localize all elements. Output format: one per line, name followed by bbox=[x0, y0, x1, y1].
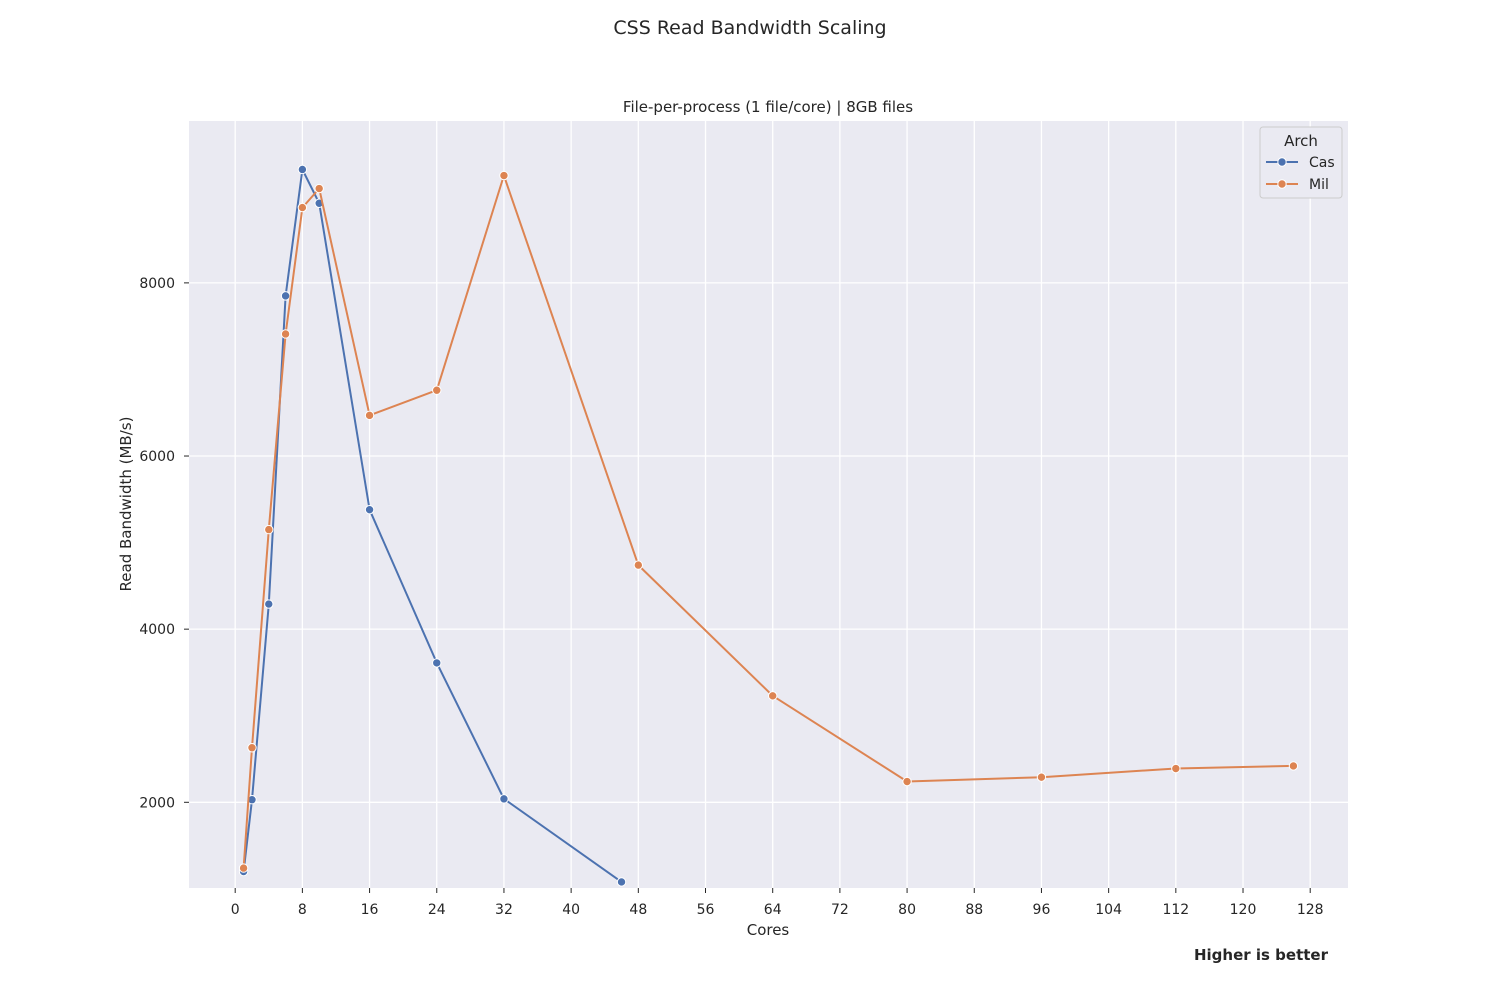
legend-marker bbox=[1277, 179, 1287, 189]
x-tick-label: 48 bbox=[629, 902, 647, 918]
data-point-mil bbox=[314, 183, 324, 194]
data-point-mil bbox=[264, 524, 274, 535]
data-point-mil bbox=[280, 329, 291, 339]
data-point-mil bbox=[432, 385, 442, 395]
data-point-mil bbox=[1036, 772, 1047, 782]
legend-entries: Cas Mil bbox=[1266, 155, 1335, 193]
data-point-mil bbox=[1288, 761, 1299, 771]
data-point-mil bbox=[767, 691, 778, 701]
x-tick-label: 104 bbox=[1095, 902, 1122, 918]
plot-title: File-per-process (1 file/core) | 8GB fil… bbox=[623, 98, 913, 116]
x-axis-ticks: 0 8 16 24 32 40 48 56 64 72 80 88 96 104 112 120 128 bbox=[231, 888, 1324, 918]
data-point-mil bbox=[297, 202, 308, 213]
x-tick-label: 80 bbox=[898, 902, 916, 918]
y-tick-label: 8000 bbox=[139, 276, 175, 292]
legend-entry-mil: Mil bbox=[1266, 177, 1329, 193]
legend-entry-cas: Cas bbox=[1266, 155, 1335, 171]
x-tick-label: 112 bbox=[1162, 902, 1189, 918]
grid bbox=[189, 121, 1348, 888]
footnote: Higher is better bbox=[1194, 946, 1329, 964]
y-tick-label: 6000 bbox=[139, 449, 175, 465]
legend: Arch Cas Mil bbox=[1259, 126, 1343, 199]
x-tick-label: 0 bbox=[231, 902, 240, 918]
x-tick-label: 128 bbox=[1297, 902, 1324, 918]
x-tick-label: 88 bbox=[965, 902, 983, 918]
legend-marker bbox=[1277, 157, 1287, 167]
x-tick-label: 72 bbox=[831, 902, 849, 918]
x-tick-label: 64 bbox=[764, 902, 782, 918]
series-layer bbox=[238, 164, 1299, 887]
data-point-mil bbox=[633, 560, 644, 570]
data-point-cas bbox=[264, 599, 274, 609]
data-point-mil bbox=[247, 743, 257, 753]
legend-title: Arch bbox=[1284, 132, 1318, 150]
y-tick-label: 2000 bbox=[139, 795, 175, 811]
data-point-cas bbox=[364, 504, 375, 515]
x-tick-label: 8 bbox=[298, 902, 307, 918]
x-tick-label: 16 bbox=[361, 902, 379, 918]
series-mil bbox=[238, 170, 1299, 873]
x-axis-label: Cores bbox=[747, 921, 790, 939]
series-line-cas bbox=[242, 168, 623, 883]
data-point-mil bbox=[364, 410, 375, 421]
x-tick-label: 40 bbox=[562, 902, 580, 918]
y-tick-label: 4000 bbox=[139, 622, 175, 638]
x-tick-label: 120 bbox=[1230, 902, 1257, 918]
data-point-mil bbox=[902, 776, 912, 787]
data-point-cas bbox=[432, 658, 442, 668]
data-point-mil bbox=[1171, 763, 1181, 774]
data-point-mil bbox=[238, 863, 249, 873]
x-tick-label: 24 bbox=[428, 902, 446, 918]
legend-label: Cas bbox=[1309, 155, 1335, 171]
x-tick-label: 32 bbox=[495, 902, 513, 918]
data-point-cas bbox=[499, 794, 509, 804]
legend-label: Mil bbox=[1309, 177, 1329, 193]
y-axis-label: Read Bandwidth (MB/s) bbox=[117, 417, 135, 592]
y-axis-ticks: 2000 4000 6000 8000 bbox=[139, 276, 189, 811]
data-point-mil bbox=[499, 170, 509, 181]
figure-suptitle: CSS Read Bandwidth Scaling bbox=[613, 17, 886, 39]
plot-area bbox=[189, 121, 1348, 888]
data-point-cas bbox=[280, 291, 291, 301]
data-point-cas bbox=[616, 877, 627, 887]
x-tick-label: 56 bbox=[697, 902, 715, 918]
x-tick-label: 96 bbox=[1033, 902, 1051, 918]
data-point-cas bbox=[297, 164, 308, 175]
